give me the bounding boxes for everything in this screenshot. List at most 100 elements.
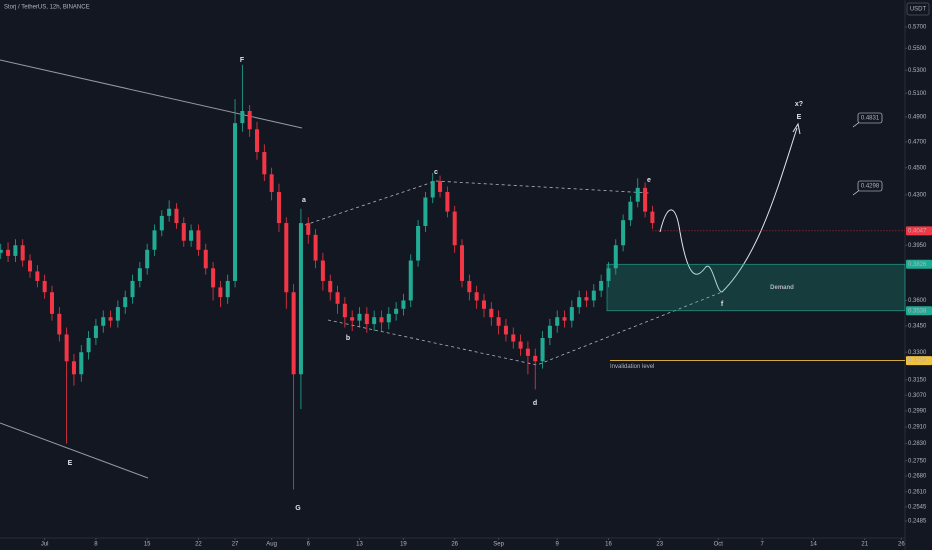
candle-body [460, 245, 465, 281]
candle-body [408, 260, 413, 301]
wave-label: G [295, 505, 301, 512]
x-tick-label: 26 [898, 542, 905, 548]
candle-body [203, 249, 208, 269]
candle-body [167, 208, 172, 216]
target-box [857, 112, 883, 124]
candle-body [467, 280, 472, 293]
x-tick-label: 21 [861, 542, 868, 548]
y-tick-label: 0.2545 [908, 504, 927, 510]
y-tick-label: 0.2750 [908, 458, 927, 464]
candle-body [284, 223, 289, 293]
wave-label: f [721, 301, 724, 308]
candle-body [233, 123, 238, 281]
candle-body [489, 308, 494, 318]
candle-body [379, 317, 384, 323]
candle-body [547, 325, 552, 338]
candle-body [342, 303, 347, 318]
candle-body [57, 313, 62, 335]
x-tick-label: Oct [714, 542, 724, 548]
candle-body [196, 230, 201, 250]
candle-body [298, 223, 303, 375]
y-tick-label: 0.5300 [908, 68, 927, 74]
candle-body [445, 191, 450, 212]
candle-body [152, 230, 157, 250]
target-label: 0.4831 [861, 116, 880, 122]
candle-body [496, 317, 501, 326]
trend-line [0, 422, 149, 479]
candle-body [13, 245, 18, 256]
last-price-tag-box [906, 226, 932, 236]
y-tick-label: 0.5700 [908, 25, 927, 31]
candle-body [386, 313, 391, 323]
y-tick-label: 0.3950 [908, 243, 927, 249]
candle-body [86, 337, 91, 353]
candle-body [474, 292, 479, 301]
candle-body [540, 337, 545, 362]
candle-body [394, 308, 399, 314]
x-tick-label: 6 [307, 542, 311, 548]
last-price-tag: 0.4047 [908, 228, 927, 234]
candle-body [306, 223, 311, 235]
x-tick-label: 16 [605, 542, 612, 548]
candle-body [518, 341, 523, 349]
candle-body [599, 280, 604, 291]
x-tick-label: 19 [400, 542, 407, 548]
currency-box [906, 2, 930, 16]
candle-body [254, 129, 260, 153]
wave-label: F [240, 57, 245, 64]
candle-body [20, 245, 25, 261]
y-tick-label: 0.3150 [908, 377, 927, 383]
candle-body [635, 187, 640, 202]
candle-body [35, 271, 40, 281]
zone-label: Demand [770, 285, 794, 291]
wave-label: x? [795, 101, 803, 108]
candle-body [247, 110, 252, 130]
wave-label: b [346, 335, 350, 342]
x-tick-label: 13 [356, 542, 363, 548]
wave-label: c [434, 169, 438, 176]
candle-body [613, 245, 618, 269]
candle-body [503, 325, 508, 335]
candle-body [606, 268, 611, 281]
candle-body [28, 260, 33, 272]
candle-body [159, 215, 164, 231]
x-tick-label: 26 [451, 542, 458, 548]
triangle-upper [304, 180, 650, 226]
wave-label: E [797, 114, 802, 121]
candle-body [181, 223, 186, 241]
y-tick-label: 0.4900 [908, 115, 927, 121]
candle-body [101, 317, 106, 326]
candle-body [79, 352, 84, 375]
y-tick-label: 0.2830 [908, 441, 927, 447]
x-tick-label: Jul [41, 542, 49, 548]
y-tick-label: 0.4700 [908, 139, 927, 145]
candle-body [628, 201, 633, 221]
x-tick-label: 23 [656, 542, 663, 548]
level-tag: 0.3254 [908, 358, 927, 364]
x-tick-label: 9 [556, 542, 560, 548]
y-tick-label: 0.2990 [908, 409, 927, 415]
x-tick-label: 7 [761, 542, 765, 548]
x-tick-label: Aug [266, 542, 277, 548]
level-tag-box [906, 356, 932, 366]
candle-body [174, 208, 179, 224]
y-tick-label: 0.3300 [908, 350, 927, 356]
target-box [857, 180, 883, 192]
candle-body [276, 191, 281, 224]
candle-body [438, 181, 443, 192]
candle-body [115, 307, 120, 321]
candle-body [189, 230, 194, 241]
projection-arrow [792, 122, 801, 135]
candle-body [49, 292, 54, 314]
candle-body [130, 280, 135, 298]
y-tick-label: 0.4300 [908, 192, 927, 198]
y-tick-label: 0.5100 [908, 91, 927, 97]
candle-body [320, 260, 325, 281]
x-tick-label: 8 [94, 542, 98, 548]
candle-body [145, 249, 150, 269]
candle-body [313, 234, 318, 261]
candle-body [269, 174, 274, 192]
wave-label: a [302, 197, 306, 204]
candle-body [42, 280, 47, 293]
